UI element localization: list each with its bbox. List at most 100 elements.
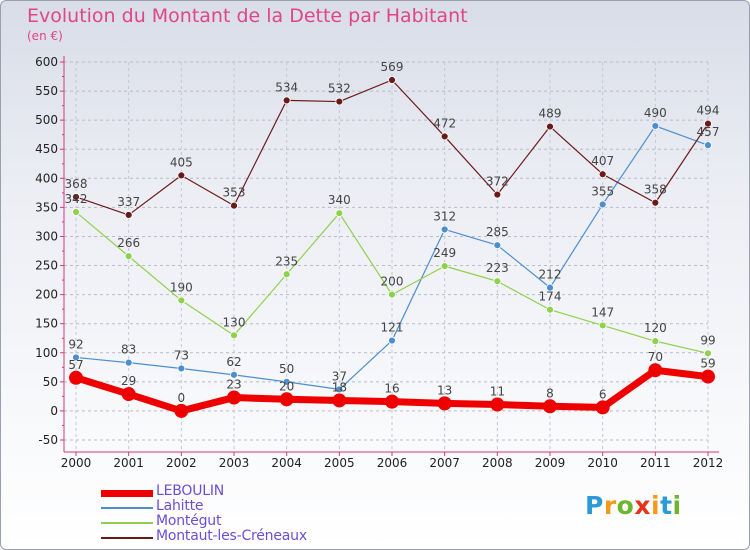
x-tick-label: 2005: [324, 456, 355, 470]
data-label: 11: [490, 385, 505, 399]
data-label: 174: [539, 290, 562, 304]
series-point: [595, 400, 610, 415]
data-label: 235: [275, 254, 298, 268]
data-label: 13: [437, 383, 452, 397]
data-label: 8: [546, 386, 554, 400]
series-point: [493, 190, 502, 199]
y-tick-label: -50: [38, 433, 58, 447]
data-label: 20: [279, 379, 294, 393]
series-point: [388, 290, 396, 299]
logo-letter: t: [660, 491, 673, 520]
series-point: [174, 403, 189, 418]
data-label: 355: [591, 184, 614, 198]
legend-label: LEBOULIN: [156, 483, 225, 499]
data-label: 532: [328, 82, 351, 96]
data-label: 37: [332, 369, 347, 383]
data-label: 569: [381, 60, 404, 74]
series-point: [651, 337, 660, 346]
series-point: [388, 76, 396, 84]
series-point: [546, 283, 554, 292]
series-point: [490, 397, 505, 412]
data-label: 337: [117, 195, 140, 209]
series-point: [598, 200, 607, 209]
data-label: 490: [644, 106, 667, 120]
data-label: 29: [121, 374, 136, 388]
data-label: 407: [591, 154, 614, 168]
series-point: [282, 377, 291, 386]
series-point: [279, 392, 294, 407]
y-tick-label: 400: [35, 171, 58, 185]
data-label: 62: [226, 355, 241, 369]
series-point: [388, 336, 396, 345]
series-point: [335, 97, 344, 106]
data-label: 358: [644, 183, 667, 197]
x-tick-label: 2010: [587, 456, 618, 470]
data-label: 50: [279, 362, 294, 376]
data-label: 18: [332, 380, 347, 394]
data-label: 340: [328, 193, 351, 207]
series-point: [124, 252, 133, 261]
logo-letter: x: [634, 491, 651, 520]
legend-label: Montégut: [156, 513, 222, 529]
data-label: 472: [433, 116, 456, 130]
y-tick-label: 500: [35, 113, 58, 127]
logo-letter: P: [585, 491, 604, 520]
data-label: 190: [170, 280, 193, 294]
series-point: [335, 209, 344, 218]
data-label: 121: [381, 321, 404, 335]
legend-label: Montaut-les-Créneaux: [156, 528, 307, 544]
data-label: 494: [697, 104, 720, 118]
series-point: [651, 122, 660, 130]
series-point: [651, 198, 660, 207]
data-label: 130: [223, 315, 246, 329]
logo-letter: o: [616, 491, 635, 520]
data-label: 353: [223, 186, 246, 200]
data-label: 57: [68, 358, 83, 372]
legend-item: Montaut-les-Créneaux: [101, 528, 361, 545]
legend-label: Lahitte: [156, 498, 204, 514]
series-point: [230, 331, 238, 340]
data-label: 249: [433, 246, 456, 260]
series-point: [230, 370, 238, 379]
y-tick-label: 50: [43, 375, 58, 389]
x-tick-label: 2007: [429, 456, 460, 470]
data-label: 99: [700, 333, 715, 347]
y-tick-label: 200: [35, 288, 58, 302]
series-point: [177, 296, 186, 305]
series-point: [440, 262, 449, 271]
series-point: [704, 119, 712, 128]
chart-unit: (en €): [27, 29, 63, 43]
data-label: 59: [700, 357, 715, 371]
legend-item: Lahitte: [101, 498, 361, 515]
chart-title: Evolution du Montant de la Dette par Hab…: [27, 5, 468, 27]
series-point: [282, 270, 291, 279]
data-label: 147: [591, 305, 614, 319]
series-point: [440, 132, 449, 141]
data-label: 70: [648, 350, 663, 364]
series-point: [543, 399, 557, 414]
series-point: [437, 396, 452, 411]
series-point: [72, 208, 80, 216]
data-label: 405: [170, 155, 193, 169]
chart-legend: LEBOULIN Lahitte Montégut Montaut-les-Créne…: [101, 483, 361, 545]
series-point: [177, 364, 186, 373]
series-point: [598, 170, 607, 179]
legend-swatch: [101, 522, 153, 524]
series-point: [598, 321, 607, 330]
series-point: [493, 277, 502, 286]
y-tick-label: 150: [35, 317, 58, 331]
data-label: 489: [539, 107, 562, 121]
x-tick-label: 2011: [640, 456, 671, 470]
x-tick-label: 2009: [535, 456, 566, 470]
series-point: [546, 305, 554, 314]
data-label: 16: [384, 382, 399, 396]
data-label: 457: [697, 125, 720, 139]
logo-letter: i: [672, 491, 682, 520]
series-point: [282, 96, 291, 105]
legend-swatch: [101, 537, 153, 539]
series-point: [385, 394, 399, 409]
x-tick-label: 2004: [271, 456, 302, 470]
legend-item: Montégut: [101, 513, 361, 530]
series-point: [546, 122, 554, 131]
